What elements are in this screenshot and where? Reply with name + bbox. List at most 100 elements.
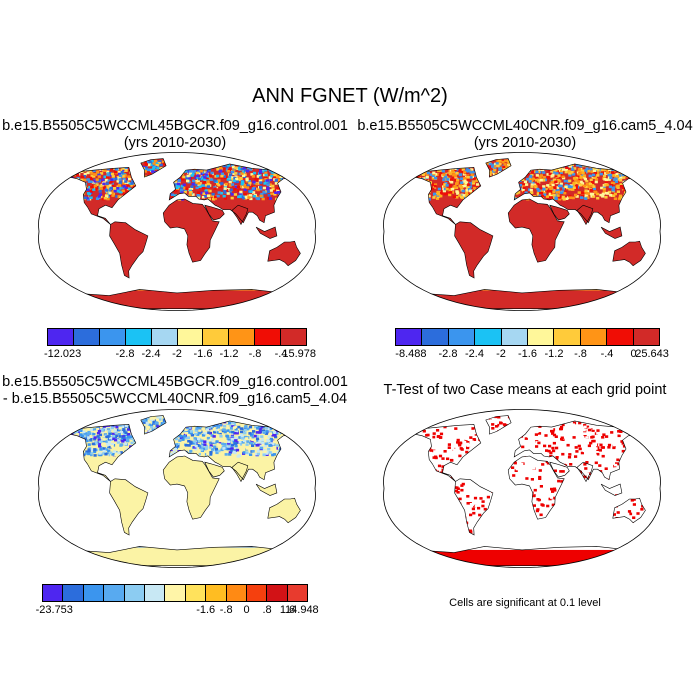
cb2-swatch	[448, 329, 476, 345]
cb2-swatch	[528, 329, 555, 345]
coastline-samerica	[109, 221, 149, 279]
panel2-title-line2: (yrs 2010-2030)	[473, 135, 577, 151]
colorbar-tick-label: -2.8	[438, 348, 458, 360]
panel2-title-line1: b.e15.B5505C5WCCML40CNR.f09_g16.cam5_4.0…	[357, 118, 693, 134]
cb2-swatch	[475, 329, 502, 345]
colorbar-tick-label: 1.6	[279, 604, 296, 616]
cb2-swatch	[501, 329, 529, 345]
coastline-antarctica	[70, 546, 285, 566]
figure-title: ANN FGNET (W/m^2)	[252, 85, 448, 107]
map-outline	[383, 409, 661, 568]
cb2-swatch	[422, 329, 449, 345]
panel2-title: b.e15.B5505C5WCCML40CNR.f09_g16.cam5_4.0…	[350, 118, 700, 152]
colorbar-tick-label: 15.978	[282, 348, 317, 360]
cb1-swatch	[73, 329, 100, 345]
panel1-title-line1: b.e15.B5505C5WCCML45BGCR.f09_g16.control…	[2, 118, 348, 134]
coastline-arabia	[549, 204, 570, 221]
cb3-swatch	[185, 585, 207, 601]
panel1-title: b.e15.B5505C5WCCML45BGCR.f09_g16.control…	[0, 118, 350, 152]
cb3-swatch	[267, 585, 288, 601]
colorbar-tick-label: 14.948	[285, 604, 319, 616]
coastline-namerica	[413, 167, 482, 225]
coastline-antarctica	[415, 289, 630, 309]
cb3-swatch	[144, 585, 166, 601]
coastline-namerica	[68, 424, 137, 482]
coastline-arabia	[204, 204, 225, 221]
coastline-india	[576, 204, 594, 226]
coastline-eurasia	[168, 163, 295, 224]
colorbar-tick-label: -.8	[219, 604, 233, 616]
cb3-swatch	[226, 585, 247, 601]
cb2-swatch	[633, 329, 660, 345]
colorbar-2	[395, 328, 660, 346]
coastline-africa	[162, 198, 220, 263]
map-panel-3	[38, 409, 316, 568]
colorbar-3	[42, 584, 308, 602]
coastline-namerica	[68, 167, 137, 225]
coastline-arabia	[204, 461, 225, 478]
coastline-africa	[507, 198, 565, 263]
land-field	[414, 415, 659, 566]
map-panel-2	[383, 152, 661, 311]
colorbar-tick-label: -.4	[600, 348, 614, 360]
colorbar-tick-label: 0	[630, 348, 637, 360]
cb1-swatch	[255, 329, 282, 345]
coastline-india	[231, 204, 249, 226]
coastline-eurasia	[513, 163, 640, 224]
cb3-swatch	[287, 585, 308, 601]
cb3-swatch	[43, 585, 64, 601]
colorbar-tick-label: -.8	[574, 348, 587, 360]
colorbar-tick-label: -1.6	[518, 348, 537, 360]
coastline-greenland	[485, 158, 512, 178]
colorbar-tick-label: -2	[496, 348, 506, 360]
coastline-australia	[267, 497, 301, 524]
land-field	[69, 158, 314, 309]
colorbar-tick-label: -.8	[248, 348, 262, 360]
coastline-africa	[507, 455, 565, 520]
cb3-swatch	[83, 585, 105, 601]
coastline-africa	[162, 455, 220, 520]
colorbar-tick-label: -12.023	[43, 348, 82, 360]
panel3-title-line2: - b.e15.B5505C5WCCML40CNR.f09_g16.cam5_4…	[2, 391, 348, 407]
coastline-nz	[646, 263, 659, 272]
cb2-swatch	[580, 329, 608, 345]
cb1-swatch	[281, 329, 307, 345]
colorbar-tick-label: -23.753	[35, 604, 73, 616]
coastline-seasia	[600, 483, 623, 496]
land-field	[414, 158, 659, 309]
panel4-title: T-Test of two Case means at each grid po…	[350, 382, 700, 399]
cb3-swatch	[206, 585, 227, 601]
map-outline	[38, 152, 316, 311]
coastline-india	[576, 461, 594, 483]
panel1-title-line2: (yrs 2010-2030)	[123, 135, 227, 151]
colorbar-tick-label: .8	[262, 604, 272, 616]
panel3-title-line1: b.e15.B5505C5WCCML45BGCR.f09_g16.control…	[2, 374, 348, 390]
coastline-australia	[612, 497, 646, 524]
colorbar-tick-label: -.4	[274, 348, 288, 360]
cb3-swatch	[104, 585, 125, 601]
colorbar-tick-label: -8.488	[395, 348, 427, 360]
coastline-arabia	[549, 461, 570, 478]
colorbar-tick-label: -2	[172, 348, 182, 360]
coastline-antarctica	[415, 546, 630, 566]
coastline-samerica	[454, 221, 494, 279]
colorbar-tick-label: -2.8	[115, 348, 135, 360]
colorbar-1	[47, 328, 307, 346]
coastline-seasia	[600, 226, 623, 239]
coastline-greenland	[485, 415, 512, 435]
coastline-australia	[267, 240, 301, 267]
colorbar-tick-label: -1.6	[196, 604, 216, 616]
land-field	[69, 415, 314, 566]
cb3-swatch	[124, 585, 145, 601]
colorbar-tick-label: -1.6	[193, 348, 213, 360]
cb1-swatch	[151, 329, 178, 345]
cb1-swatch	[99, 329, 126, 345]
map-outline	[383, 152, 661, 311]
cb1-swatch	[229, 329, 256, 345]
coastline-seasia	[255, 226, 278, 239]
coastline-eurasia	[168, 420, 295, 481]
panel3-title: b.e15.B5505C5WCCML45BGCR.f09_g16.control…	[0, 374, 350, 408]
cb1-swatch	[125, 329, 152, 345]
cb3-swatch	[165, 585, 186, 601]
cb2-swatch	[607, 329, 634, 345]
